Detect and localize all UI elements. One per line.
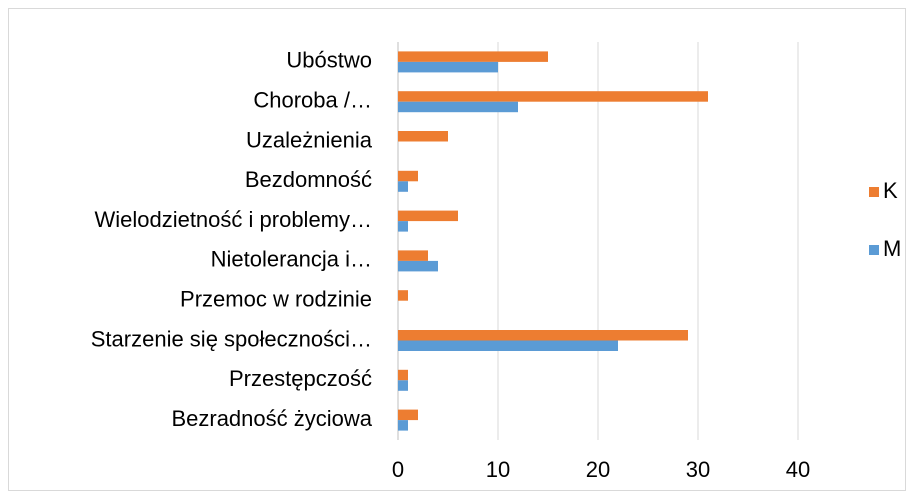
bar (398, 369, 408, 381)
bar (398, 51, 548, 62)
legend-label: K (883, 178, 898, 203)
bar (398, 260, 438, 272)
legend-swatch (869, 245, 879, 255)
bar (398, 250, 428, 261)
y-tick-label: Uzależnienia (246, 127, 373, 152)
x-tick-label: 0 (392, 457, 404, 482)
y-tick-label: Nietolerancja i… (211, 247, 372, 272)
bar (398, 61, 498, 73)
x-tick-label: 20 (586, 457, 610, 482)
bar (398, 221, 408, 232)
x-tick-label: 40 (786, 457, 810, 482)
bar (398, 330, 688, 341)
legend-label: M (883, 236, 901, 261)
chart-border (8, 8, 906, 491)
y-tick-label: Przestępczość (229, 366, 372, 391)
y-tick-label: Starzenie się społeczności… (91, 326, 372, 351)
bar (398, 210, 458, 222)
bar (398, 101, 518, 113)
x-tick-label: 10 (486, 457, 510, 482)
bar (398, 290, 408, 301)
y-tick-label: Bezradność życiowa (171, 406, 372, 431)
y-tick-label: Bezdomność (245, 167, 372, 192)
legend-swatch (869, 187, 879, 197)
y-tick-label: Ubóstwo (286, 48, 372, 73)
y-tick-label: Choroba /… (253, 88, 372, 113)
bar (398, 181, 408, 192)
bar (398, 380, 408, 391)
bar (398, 131, 448, 142)
bar (398, 420, 408, 431)
bar (398, 91, 708, 102)
bar (398, 409, 418, 421)
bar (398, 340, 618, 351)
y-tick-label: Wielodzietność i problemy… (94, 207, 372, 232)
y-tick-label: Przemoc w rodzinie (180, 287, 372, 312)
x-tick-label: 30 (686, 457, 710, 482)
bar (398, 170, 418, 182)
